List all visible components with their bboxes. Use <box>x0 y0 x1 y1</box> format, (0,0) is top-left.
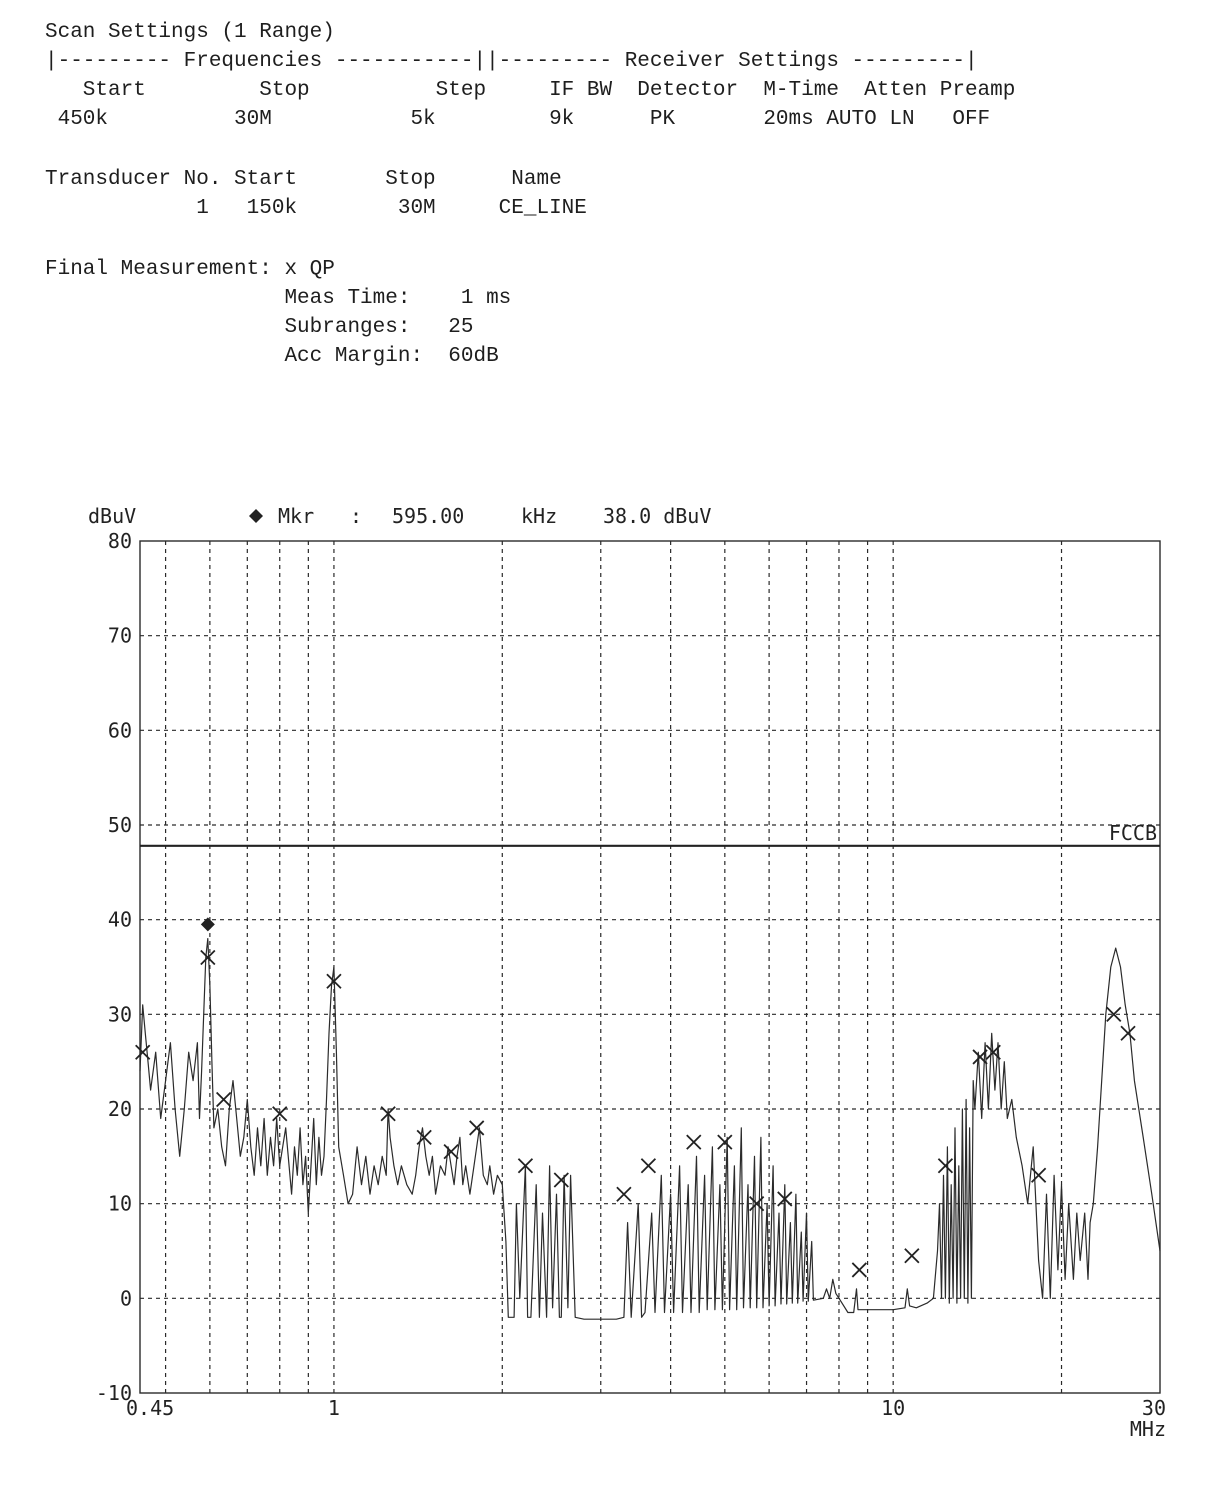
qp-marker <box>640 1158 657 1174</box>
marker-frequency-unit: kHz <box>521 504 557 528</box>
marker-frequency: 595.00 <box>392 504 464 528</box>
qp-marker-stroke <box>517 1158 534 1174</box>
y-tick-label: -10 <box>96 1381 132 1405</box>
qp-marker <box>1106 1006 1122 1022</box>
x-unit-label: MHz <box>1130 1417 1166 1441</box>
meas-time: Meas Time: 1 ms <box>45 287 512 310</box>
qp-marker-stroke <box>216 1091 232 1108</box>
y-ticks: 80 70 60 50 40 30 20 10 0 -10 <box>96 529 132 1405</box>
qp-marker-stroke <box>416 1129 432 1146</box>
qp-marker <box>135 1044 151 1060</box>
y-tick-label: 70 <box>108 624 132 648</box>
qp-marker-stroke <box>443 1143 459 1160</box>
qp-marker <box>326 973 342 989</box>
qp-marker <box>517 1158 534 1174</box>
x-ticks: 0.45 1 10 30 <box>126 1396 1166 1420</box>
qp-marker-stroke <box>686 1134 702 1150</box>
qp-marker-stroke <box>937 1158 954 1174</box>
qp-marker <box>749 1196 765 1212</box>
marker-point <box>200 917 215 932</box>
limit-line-label: FCCB <box>1109 821 1157 845</box>
y-tick-label: 80 <box>108 529 132 553</box>
transducer-headers: Transducer No. Start Stop Name <box>45 168 562 191</box>
plot-frame <box>139 540 1161 1394</box>
qp-marker <box>851 1262 867 1278</box>
pk-trace-line <box>139 938 1161 1320</box>
settings-column-headers: Start Stop Step IF BW Detector M-Time At… <box>45 79 1016 102</box>
x-tick-label: 0.45 <box>126 1396 174 1420</box>
qp-marker-stroke <box>1030 1167 1047 1183</box>
qp-marker-stroke <box>380 1106 396 1122</box>
y-tick-label: 50 <box>108 813 132 837</box>
qp-markers <box>135 949 1136 1278</box>
x-tick-label: 1 <box>328 1396 340 1420</box>
y-tick-label: 20 <box>108 1097 132 1121</box>
qp-marker-stroke <box>1106 1006 1122 1022</box>
qp-marker <box>416 1129 432 1146</box>
y-tick-label: 30 <box>108 1002 132 1026</box>
qp-marker-stroke <box>851 1262 867 1278</box>
y-tick-label: 40 <box>108 908 132 932</box>
qp-marker-stroke <box>616 1186 632 1202</box>
qp-marker-stroke <box>469 1120 485 1136</box>
marker-sep: : <box>350 504 362 528</box>
settings-divider-line: |--------- Frequencies -----------||----… <box>45 50 978 73</box>
qp-marker-stroke <box>640 1158 657 1174</box>
settings-column-values: 450k 30M 5k 9k PK 20ms AUTO LN OFF <box>45 108 991 131</box>
qp-marker-stroke <box>749 1196 765 1212</box>
qp-marker <box>469 1120 485 1136</box>
qp-marker <box>216 1091 232 1108</box>
y-unit-label: dBuV <box>88 504 136 528</box>
subranges: Subranges: 25 <box>45 316 474 339</box>
qp-marker <box>777 1191 793 1207</box>
scan-settings-title: Scan Settings (1 Range) <box>45 21 335 44</box>
grid <box>140 541 1160 1393</box>
x-tick-label: 30 <box>1142 1396 1166 1420</box>
qp-marker-stroke <box>200 949 216 966</box>
qp-marker <box>200 949 216 966</box>
marker-label: Mkr <box>278 504 314 528</box>
qp-marker-stroke <box>985 1044 1001 1060</box>
qp-marker-stroke <box>135 1044 151 1060</box>
qp-marker <box>985 1044 1001 1060</box>
y-tick-label: 60 <box>108 718 132 742</box>
acc-margin: Acc Margin: 60dB <box>45 345 499 368</box>
qp-marker-stroke <box>904 1248 920 1264</box>
qp-marker <box>616 1186 632 1202</box>
y-tick-label: 10 <box>108 1192 132 1216</box>
qp-marker <box>972 1049 988 1065</box>
qp-marker-stroke <box>972 1049 988 1065</box>
qp-marker <box>937 1158 954 1174</box>
qp-marker <box>904 1248 920 1264</box>
qp-marker <box>443 1143 459 1160</box>
y-tick-label: 0 <box>120 1286 132 1310</box>
qp-marker <box>1120 1025 1136 1041</box>
qp-marker <box>686 1134 702 1150</box>
qp-marker <box>380 1106 396 1122</box>
final-measurement-label: Final Measurement: x QP <box>45 258 335 281</box>
x-tick-label: 10 <box>881 1396 905 1420</box>
qp-marker <box>717 1134 733 1150</box>
qp-marker-stroke <box>326 973 342 989</box>
marker-level: 38.0 dBuV <box>603 504 711 528</box>
transducer-values: 1 150k 30M CE_LINE <box>45 197 587 220</box>
qp-marker-stroke <box>717 1134 733 1150</box>
qp-marker <box>272 1106 288 1122</box>
qp-marker-stroke <box>553 1172 569 1188</box>
qp-marker <box>1030 1167 1047 1183</box>
qp-marker <box>553 1172 569 1188</box>
qp-marker-stroke <box>272 1106 288 1122</box>
qp-marker-stroke <box>1120 1025 1136 1041</box>
marker-diamond-icon <box>249 509 263 523</box>
qp-marker-stroke <box>777 1191 793 1207</box>
